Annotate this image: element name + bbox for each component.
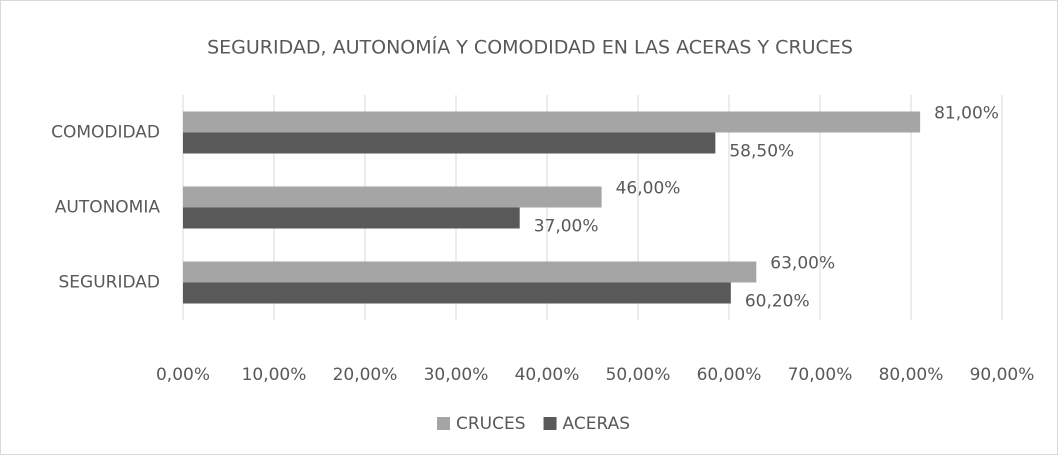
x-tick-label: 30,00% xyxy=(424,365,489,385)
chart-title: SEGURIDAD, AUTONOMÍA Y COMODIDAD EN LAS … xyxy=(207,36,853,59)
value-label: 37,00% xyxy=(534,217,599,237)
x-tick-label: 70,00% xyxy=(788,365,853,385)
value-label: 60,20% xyxy=(745,292,810,312)
x-tick-label: 20,00% xyxy=(333,365,398,385)
x-tick-label: 10,00% xyxy=(242,365,307,385)
bar xyxy=(183,132,716,154)
value-label: 46,00% xyxy=(616,179,681,199)
value-label: 81,00% xyxy=(934,104,999,124)
value-label: 58,50% xyxy=(729,142,794,162)
value-label: 63,00% xyxy=(770,254,835,274)
legend-swatch xyxy=(437,417,450,430)
bar xyxy=(183,282,731,304)
x-tick-label: 0,00% xyxy=(156,365,210,385)
y-tick-label: COMODIDAD xyxy=(51,123,160,143)
x-tick-label: 50,00% xyxy=(606,365,671,385)
legend-label: ACERAS xyxy=(563,414,631,434)
bar xyxy=(183,261,757,283)
x-tick-label: 40,00% xyxy=(515,365,580,385)
bar xyxy=(183,186,602,208)
x-tick-label: 60,00% xyxy=(697,365,762,385)
legend-label: CRUCES xyxy=(456,414,526,434)
bar xyxy=(183,111,921,133)
legend-swatch xyxy=(543,417,557,430)
y-tick-label: SEGURIDAD xyxy=(59,273,161,293)
x-tick-label: 80,00% xyxy=(879,365,944,385)
x-tick-label: 90,00% xyxy=(970,365,1035,385)
y-tick-label: AUTONOMIA xyxy=(55,198,161,218)
bar xyxy=(183,207,520,229)
